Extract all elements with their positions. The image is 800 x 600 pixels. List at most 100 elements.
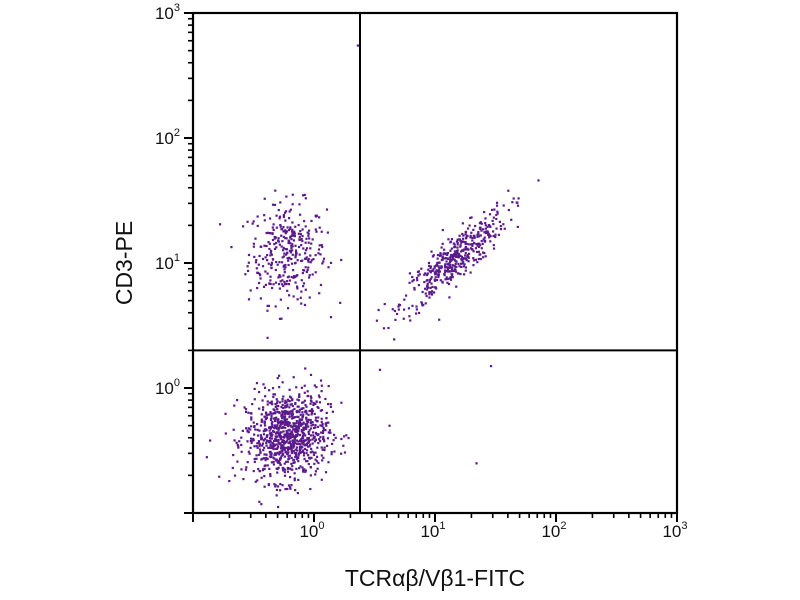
- data-point: [495, 204, 499, 207]
- data-point: [263, 467, 266, 471]
- data-point: [323, 448, 326, 452]
- data-point: [423, 273, 426, 276]
- data-point: [274, 305, 277, 308]
- data-point: [473, 236, 476, 239]
- data-point: [310, 242, 313, 245]
- data-point: [277, 374, 281, 377]
- data-point: [347, 436, 350, 440]
- y-axis-title: CD3-PE: [111, 221, 137, 305]
- data-point: [292, 435, 296, 438]
- data-point: [455, 285, 458, 288]
- data-point: [304, 241, 307, 244]
- data-point: [283, 462, 286, 465]
- data-point: [318, 226, 321, 229]
- data-point: [280, 234, 283, 237]
- data-point: [272, 430, 276, 433]
- data-point: [285, 431, 288, 435]
- data-point: [440, 265, 443, 268]
- data-point: [282, 235, 285, 239]
- data-point: [304, 288, 307, 291]
- data-point: [295, 439, 299, 442]
- data-point: [517, 197, 520, 200]
- data-point: [454, 251, 457, 254]
- data-point: [503, 227, 506, 230]
- data-point: [464, 242, 467, 245]
- data-point: [308, 456, 311, 459]
- data-point: [280, 420, 284, 424]
- data-point: [377, 308, 380, 312]
- data-point: [266, 254, 269, 257]
- data-point: [432, 268, 435, 271]
- data-point: [270, 417, 273, 420]
- data-point: [236, 443, 239, 447]
- data-point: [486, 225, 489, 228]
- data-point: [263, 244, 266, 247]
- data-point: [319, 436, 322, 439]
- data-point: [477, 235, 481, 238]
- data-point: [301, 401, 304, 404]
- data-point: [340, 437, 343, 441]
- data-point: [254, 237, 257, 240]
- data-point: [255, 454, 258, 457]
- data-point: [283, 439, 286, 442]
- data-point: [467, 252, 471, 255]
- data-point: [293, 416, 297, 419]
- data-point: [282, 255, 286, 258]
- data-point: [469, 234, 472, 237]
- data-point: [329, 261, 333, 264]
- data-point: [235, 441, 238, 444]
- data-point: [254, 428, 257, 431]
- data-point: [284, 460, 288, 463]
- data-point: [301, 228, 304, 231]
- data-point: [478, 222, 482, 225]
- data-point: [477, 231, 480, 234]
- data-point: [435, 279, 439, 282]
- data-point: [480, 247, 483, 250]
- data-point: [319, 439, 322, 443]
- data-point: [428, 270, 431, 273]
- data-point: [298, 449, 301, 452]
- data-point: [291, 243, 294, 246]
- data-point: [421, 304, 424, 307]
- data-point: [459, 272, 462, 276]
- data-point: [292, 295, 295, 298]
- data-point: [447, 282, 451, 286]
- data-point: [295, 451, 298, 455]
- data-point: [286, 439, 289, 442]
- data-point: [343, 451, 347, 454]
- data-point: [411, 304, 414, 307]
- data-point: [464, 266, 468, 269]
- data-point: [429, 265, 433, 268]
- data-point: [278, 461, 281, 465]
- data-point: [302, 247, 305, 250]
- data-point: [263, 424, 267, 427]
- data-point: [423, 287, 427, 290]
- data-point: [458, 238, 462, 241]
- data-point: [268, 450, 271, 454]
- data-point: [291, 228, 294, 231]
- data-point: [295, 422, 298, 425]
- data-point: [256, 479, 259, 482]
- data-point: [321, 431, 325, 434]
- data-point: [289, 467, 292, 470]
- data-point: [438, 318, 441, 321]
- data-point: [279, 463, 282, 466]
- data-point: [308, 445, 311, 448]
- data-point: [268, 217, 272, 220]
- data-point: [443, 248, 446, 251]
- data-point: [425, 273, 429, 277]
- data-point: [476, 244, 479, 247]
- data-point: [306, 437, 309, 440]
- data-point: [453, 250, 456, 253]
- data-point: [415, 308, 418, 311]
- data-point: [303, 399, 306, 402]
- data-point: [277, 405, 280, 408]
- data-point: [283, 471, 286, 474]
- data-point: [275, 494, 278, 497]
- data-point: [496, 210, 499, 213]
- data-point: [479, 244, 482, 247]
- data-point: [444, 263, 447, 266]
- data-point: [428, 296, 431, 299]
- data-point: [439, 279, 442, 282]
